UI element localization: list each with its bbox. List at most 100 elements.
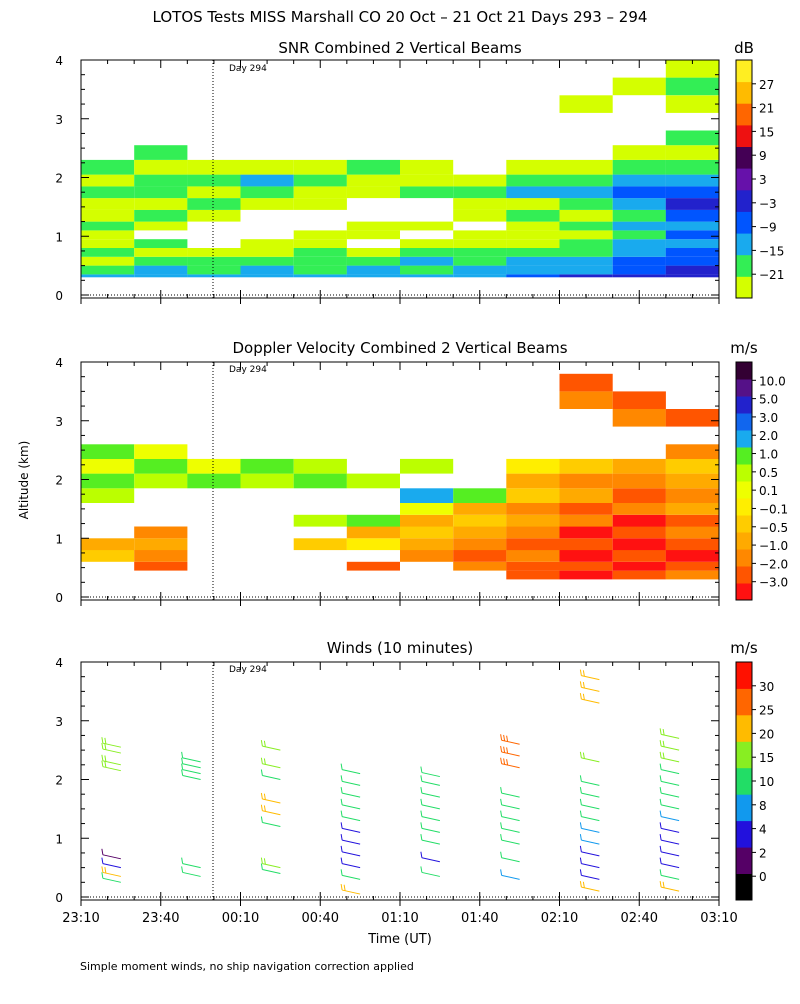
doppler-cell: [81, 473, 135, 489]
snr-cell: [612, 274, 666, 278]
doppler-cell: [612, 473, 666, 489]
doppler-heatmap: [81, 373, 719, 580]
snr-cell: [559, 274, 613, 278]
wind-barb-feather: [340, 845, 343, 852]
wind-barb-feather: [662, 752, 665, 759]
snr-cell: [506, 256, 560, 266]
snr-colorbar-label: −15: [759, 244, 784, 258]
doppler-colorbar-swatch: [736, 413, 752, 431]
snr-cell: [346, 230, 400, 240]
wind-barb-feather: [500, 851, 503, 858]
x-axis-ticks: 23:10 23:40 00:10 00:40 01:10 01:40 02:10 02:40…: [62, 60, 738, 926]
snr-colorbar-label: 9: [759, 149, 767, 163]
snr-cell: [134, 159, 188, 175]
snr-cell: [559, 239, 613, 248]
doppler-cell: [240, 458, 294, 474]
doppler-cell: [559, 488, 613, 503]
doppler-cell: [559, 514, 613, 527]
doppler-cell: [134, 444, 188, 459]
wind-barb: [661, 839, 680, 845]
snr-cell: [134, 186, 188, 199]
snr-cell: [187, 174, 241, 187]
wind-barb-feather: [263, 740, 266, 747]
doppler-cell: [134, 473, 188, 489]
wind-barb-feather: [582, 752, 585, 759]
wind-barb: [581, 792, 600, 798]
wind-barb-feather: [500, 869, 503, 876]
wind-barb-feather: [659, 834, 662, 841]
doppler-cell: [506, 488, 560, 503]
doppler-colorbar-swatch: [736, 549, 752, 567]
snr-cell: [506, 209, 560, 222]
wind-barb-feather: [662, 728, 665, 736]
snr-cell: [665, 186, 719, 199]
snr-cell: [665, 265, 719, 275]
wind-barb-feather: [579, 798, 582, 805]
snr-cell: [665, 274, 719, 278]
snr-cell: [612, 230, 666, 240]
x-tick-label: 02:10: [541, 911, 578, 926]
y-tick-label: 3: [55, 715, 63, 729]
wind-barb: [102, 877, 121, 883]
doppler-cell: [400, 538, 454, 551]
snr-cell: [665, 95, 719, 113]
wind-barb: [421, 827, 440, 833]
snr-colorbar-swatch: [736, 60, 752, 83]
snr-cell: [453, 230, 507, 240]
wind-barb: [421, 816, 440, 822]
doppler-cell: [134, 526, 188, 539]
y-axis-label: Altitude (km): [17, 441, 31, 520]
wind-barb-feather: [420, 851, 423, 858]
winds-colorbar-swatch: [736, 847, 752, 874]
doppler-cell: [346, 526, 400, 539]
snr-cell: [240, 174, 294, 187]
wind-barb: [581, 851, 600, 857]
wind-barb: [661, 863, 680, 869]
doppler-colorbar-swatch: [736, 464, 752, 482]
doppler-cell: [665, 561, 719, 571]
doppler-colorbar-label: 5.0: [759, 393, 778, 407]
wind-barb-feather: [101, 742, 104, 750]
figure-title: LOTOS Tests MISS Marshall CO 20 Oct – 21…: [153, 8, 648, 26]
snr-cell: [665, 221, 719, 231]
wind-barb-feather: [420, 810, 423, 817]
snr-cell: [453, 209, 507, 222]
wind-barb-feather: [500, 757, 503, 764]
snr-cell: [134, 239, 188, 248]
y-tick-label: 0: [55, 591, 63, 605]
winds-colorbar-swatch: [736, 714, 752, 742]
snr-cell: [81, 274, 135, 278]
doppler-colorbar-swatch: [736, 447, 752, 465]
wind-barb-feather: [506, 747, 509, 754]
snr-cell: [81, 198, 135, 210]
wind-barb-feather: [101, 872, 104, 879]
doppler-cell: [612, 409, 666, 427]
wind-barb-feather: [104, 737, 107, 744]
wind-barb-feather: [506, 759, 509, 766]
snr-cell: [559, 248, 613, 257]
wind-barb-feather: [659, 751, 662, 758]
snr-cell: [400, 274, 454, 278]
winds-barbs: [101, 669, 680, 895]
snr-cell: [187, 198, 241, 210]
wind-barb-feather: [659, 775, 662, 782]
wind-barb: [262, 822, 281, 827]
colorbar-unit-winds: m/s: [730, 639, 758, 657]
snr-cell: [81, 265, 135, 275]
doppler-colorbar-frame: [735, 361, 753, 601]
wind-barb: [342, 863, 361, 869]
doppler-cell: [453, 561, 507, 571]
snr-cell: [346, 248, 400, 257]
snr-cell: [187, 274, 241, 278]
snr-cell: [665, 198, 719, 210]
snr-colorbar-swatch: [736, 254, 752, 277]
doppler-cell: [293, 458, 347, 474]
snr-cell: [81, 230, 135, 240]
y-tick-label: 4: [55, 656, 63, 670]
snr-cell: [187, 256, 241, 266]
wind-barb-feather: [579, 845, 582, 852]
snr-cell: [293, 186, 347, 199]
snr-cell: [81, 209, 135, 222]
wind-barb-feather: [659, 728, 662, 735]
